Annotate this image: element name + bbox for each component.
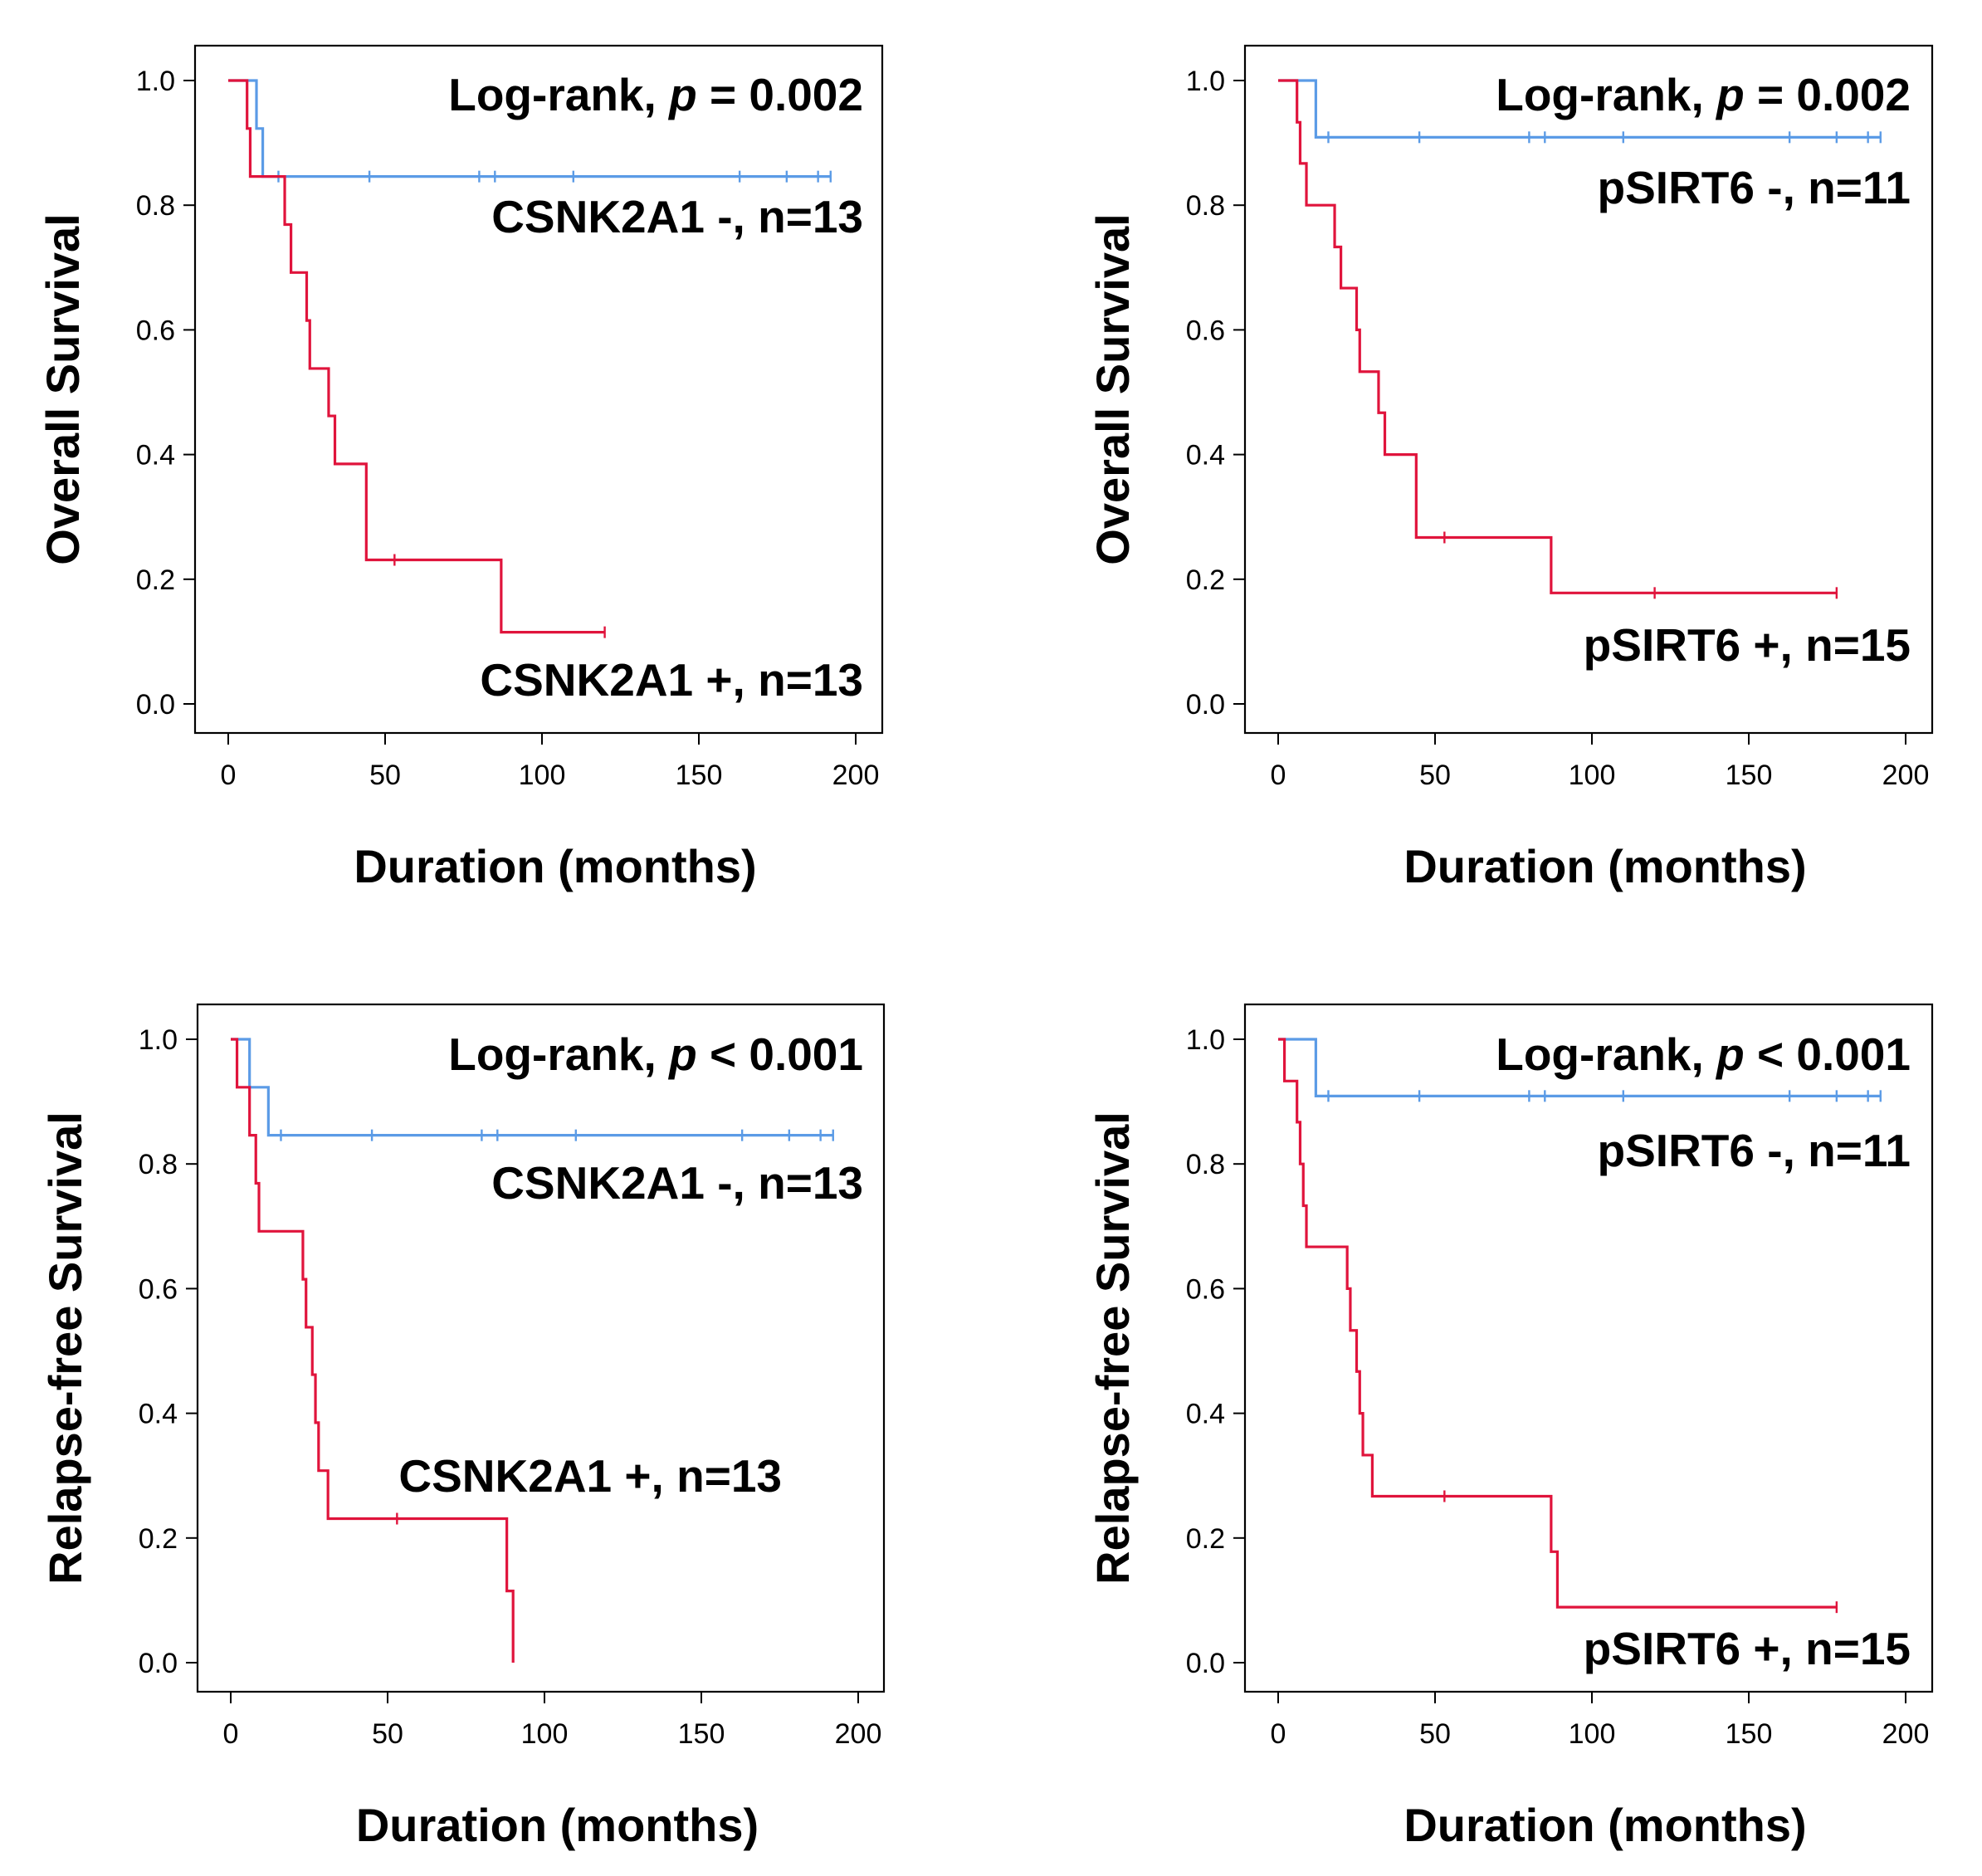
y-tick-label: 0.8 (1186, 1149, 1225, 1180)
series-label-negative: pSIRT6 -, n=11 (1598, 1125, 1911, 1176)
y-tick-label: 0.4 (1186, 1399, 1225, 1430)
x-tick-label: 100 (1569, 1718, 1616, 1750)
x-tick-label: 150 (1726, 760, 1773, 791)
survival-curve-positive (1278, 79, 1837, 594)
plot-frame (1243, 1003, 1934, 1693)
y-axis-title: Relapse-free Survival (1086, 1111, 1139, 1585)
x-tick-label: 100 (1569, 760, 1616, 791)
y-tick-label: 0.0 (136, 689, 175, 721)
logrank-p-value: = 0.002 (697, 69, 863, 120)
y-tick-label: 0.4 (139, 1399, 178, 1430)
plot-frame (193, 44, 884, 735)
y-tick-label: 0.2 (1186, 1523, 1225, 1555)
y-tick-label: 0.6 (1186, 1273, 1225, 1305)
logrank-prefix: Log-rank, (448, 1028, 669, 1080)
logrank-p-symbol: p (667, 69, 697, 120)
logrank-prefix: Log-rank, (448, 69, 669, 120)
y-tick-label: 0.0 (1186, 1648, 1225, 1679)
x-axis-title: Duration (months) (1404, 840, 1806, 892)
y-tick-label: 0.8 (1186, 190, 1225, 222)
logrank-prefix: Log-rank, (1496, 69, 1716, 120)
series-label-positive: pSIRT6 +, n=15 (1584, 619, 1911, 671)
series-label-positive: CSNK2A1 +, n=13 (480, 654, 863, 706)
y-tick-label: 0.2 (139, 1523, 178, 1555)
series-label-positive: pSIRT6 +, n=15 (1584, 1623, 1911, 1674)
x-tick-label: 50 (1419, 760, 1451, 791)
x-tick-label: 200 (832, 760, 880, 791)
plot-frame (1243, 44, 1934, 735)
y-tick-label: 0.8 (139, 1149, 178, 1180)
km-panel-2: 0 50 100 150 200 0.0 0.2 0.4 0.6 0.8 1.0 Duration (… (1086, 44, 1934, 892)
logrank-p-symbol: p (1715, 1028, 1745, 1080)
x-tick-label: 0 (223, 1718, 239, 1750)
x-axis-title: Duration (months) (1404, 1799, 1806, 1851)
x-axis-title: Duration (months) (356, 1799, 759, 1851)
survival-curve-negative (228, 79, 831, 178)
y-tick-label: 1.0 (1186, 1024, 1225, 1056)
logrank-annotation: Log-rank, p = 0.002 (1496, 69, 1911, 120)
km-panel-1: 0 50 100 150 200 0.0 0.2 0.4 0.6 0.8 1.0 Duration (… (37, 44, 884, 892)
y-tick-label: 0.6 (139, 1273, 178, 1305)
y-tick-label: 1.0 (139, 1024, 178, 1056)
x-tick-label: 100 (521, 1718, 569, 1750)
x-tick-label: 150 (1726, 1718, 1773, 1750)
logrank-annotation: Log-rank, p = 0.002 (448, 69, 863, 120)
survival-curve-positive (1278, 1038, 1837, 1609)
x-tick-label: 0 (1271, 1718, 1286, 1750)
x-tick-label: 0 (221, 760, 237, 791)
y-tick-label: 1.0 (1186, 66, 1225, 97)
y-tick-label: 0.4 (1186, 440, 1225, 471)
survival-curve-negative (1278, 1038, 1881, 1097)
survival-curve-positive (231, 1038, 515, 1663)
x-tick-label: 200 (1882, 1718, 1930, 1750)
y-tick-label: 0.8 (136, 190, 175, 222)
series-label-positive: CSNK2A1 +, n=13 (398, 1450, 782, 1502)
logrank-p-symbol: p (1715, 69, 1745, 120)
y-axis-title: Relapse-free Survival (39, 1111, 91, 1585)
km-panel-3: 0 50 100 150 200 0.0 0.2 0.4 0.6 0.8 1.0 Duration (… (39, 1003, 886, 1851)
logrank-p-value: < 0.001 (697, 1028, 863, 1080)
y-axis-title: Overall Survival (1086, 213, 1139, 564)
x-tick-label: 100 (519, 760, 566, 791)
y-tick-label: 0.2 (136, 564, 175, 596)
series-label-negative: CSNK2A1 -, n=13 (491, 191, 863, 242)
y-tick-label: 0.2 (1186, 564, 1225, 596)
x-tick-label: 200 (835, 1718, 882, 1750)
x-axis-title: Duration (months) (354, 840, 756, 892)
logrank-p-value: < 0.001 (1745, 1028, 1911, 1080)
logrank-p-value: = 0.002 (1745, 69, 1911, 120)
x-tick-label: 150 (676, 760, 723, 791)
y-tick-label: 0.0 (139, 1648, 178, 1679)
series-label-negative: pSIRT6 -, n=11 (1598, 162, 1911, 213)
x-tick-label: 0 (1271, 760, 1286, 791)
y-tick-label: 0.4 (136, 440, 175, 471)
x-tick-label: 50 (1419, 1718, 1451, 1750)
x-tick-label: 150 (678, 1718, 725, 1750)
survival-curve-positive (228, 79, 605, 634)
logrank-annotation: Log-rank, p < 0.001 (1496, 1028, 1911, 1080)
y-tick-label: 0.0 (1186, 689, 1225, 721)
x-tick-label: 50 (372, 1718, 403, 1750)
series-label-negative: CSNK2A1 -, n=13 (491, 1157, 863, 1209)
x-tick-label: 50 (369, 760, 401, 791)
plot-frame (196, 1003, 886, 1693)
survival-curve-negative (231, 1038, 833, 1137)
x-tick-label: 200 (1882, 760, 1930, 791)
y-tick-label: 0.6 (1186, 315, 1225, 346)
logrank-prefix: Log-rank, (1496, 1028, 1716, 1080)
km-panel-4: 0 50 100 150 200 0.0 0.2 0.4 0.6 0.8 1.0 Duration (… (1086, 1003, 1934, 1851)
logrank-p-symbol: p (667, 1028, 697, 1080)
y-tick-label: 0.6 (136, 315, 175, 346)
y-tick-label: 1.0 (136, 66, 175, 97)
logrank-annotation: Log-rank, p < 0.001 (448, 1028, 863, 1080)
y-axis-title: Overall Survival (37, 213, 89, 564)
